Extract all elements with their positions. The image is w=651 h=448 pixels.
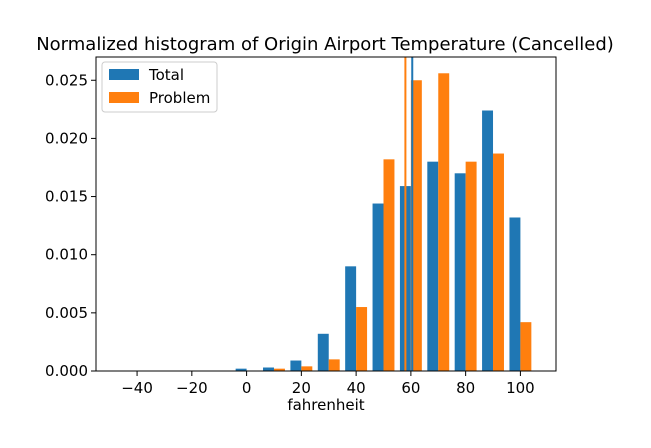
y-tick-label: 0.000 [45,362,88,380]
bar-problem-7 [438,73,450,371]
bar-problem-1 [273,368,285,371]
mean-lines-group [404,57,414,371]
bar-problem-3 [328,359,340,371]
x-tick-label: −40 [121,379,153,397]
bar-problem-5 [383,159,395,371]
bar-problem-4 [356,307,368,371]
bar-total-3 [317,333,329,371]
x-tick-label: 40 [347,379,366,397]
y-tick-label: 0.025 [45,71,88,89]
x-tick-label: 20 [292,379,311,397]
x-axis-label: fahrenheit [287,396,364,414]
y-tick-label: 0.010 [45,246,88,264]
plot-frame [95,56,557,372]
legend: Total Problem [101,61,218,113]
bar-total-4 [345,266,357,371]
bar-total-8 [454,173,466,371]
bar-problem-8 [465,161,477,371]
bar-total-2 [290,360,302,371]
x-axis-ticks: −40 −20 0 20 40 60 80 100 [121,371,535,397]
x-tick-label: 80 [456,379,475,397]
bar-total-9 [482,110,494,371]
bar-problem-10 [520,322,532,371]
x-tick-label: −20 [176,379,208,397]
legend-swatch-total [109,69,139,80]
x-tick-label: 0 [242,379,252,397]
legend-label-total: Total [148,66,184,84]
bar-total-1 [263,367,274,371]
chart-title: Normalized histogram of Origin Airport T… [36,34,614,55]
bar-total-10 [509,217,521,371]
bar-total-7 [427,161,439,371]
bar-total-0 [235,368,247,371]
y-axis-ticks: 0.000 0.005 0.010 0.015 0.020 0.025 [45,71,96,380]
y-tick-label: 0.005 [45,304,88,322]
y-tick-label: 0.015 [45,188,88,206]
legend-swatch-problem [109,92,139,103]
bar-problem-6 [410,80,422,371]
bar-problem-9 [493,153,504,371]
legend-label-problem: Problem [149,89,210,107]
x-tick-label: 100 [506,379,535,397]
bar-problem-2 [301,366,313,371]
bar-total-5 [372,203,384,371]
y-tick-label: 0.020 [45,129,88,147]
x-tick-label: 60 [401,379,420,397]
bars-group [235,73,532,371]
